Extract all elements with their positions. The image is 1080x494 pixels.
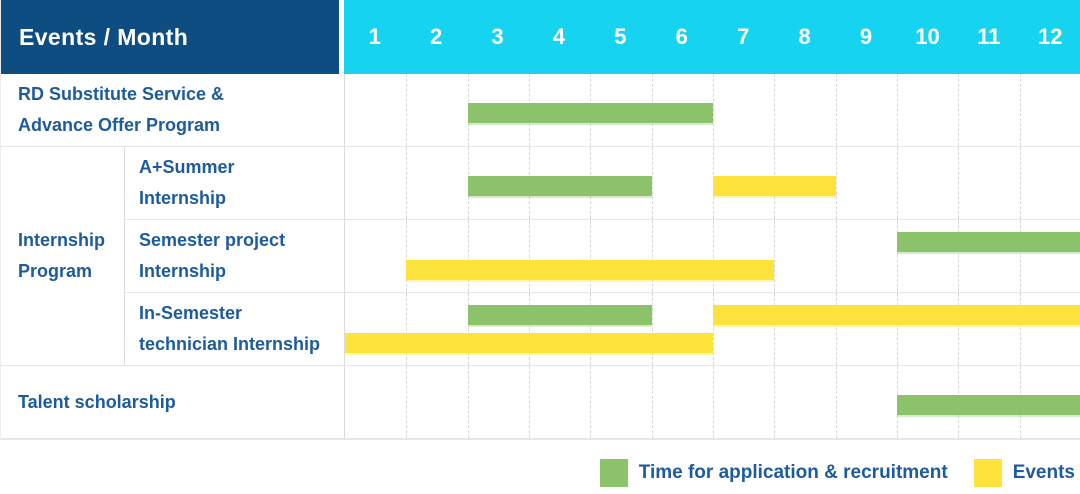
events-month-label: Events / Month: [19, 23, 189, 50]
group-label-line: Program: [18, 261, 93, 281]
month-gridline: [1019, 220, 1021, 292]
month-gridline: [774, 74, 776, 146]
month-label: 9: [859, 24, 873, 49]
month-gridline: [1019, 293, 1021, 365]
month-label: 3: [491, 24, 504, 49]
month-gridline: [958, 293, 960, 365]
month-gridline: [835, 74, 837, 146]
row-label-line: Talent scholarship: [18, 391, 176, 412]
month-gridline: [590, 366, 592, 438]
month-gridline: [406, 147, 408, 219]
month-label: 7: [737, 24, 750, 49]
gantt-chart: Events / Month 1 2 3 4 5 6 7 8 9 10 11 12 RD Substi…: [0, 0, 1080, 440]
month-gridline: [529, 220, 530, 292]
gantt-row-cell: [344, 293, 1080, 366]
month-label: 12: [1038, 24, 1063, 49]
legend: Time for application & recruitment Event…: [599, 459, 1075, 487]
legend-label-events: Events: [1012, 462, 1075, 483]
row-label-line: A+Summer: [139, 157, 235, 178]
months-header: 1 2 3 4 5 6 7 8 9 10 11 12: [344, 0, 1080, 74]
events-month-header: Events / Month: [1, 0, 344, 74]
month-gridline: [1019, 147, 1021, 219]
month-gridline: [713, 366, 714, 438]
application-recruitment-bar: [467, 103, 713, 123]
month-label: 5: [614, 24, 627, 49]
month-gridline: [467, 220, 469, 292]
gantt-row-cell: [344, 220, 1080, 293]
month-gridline: [958, 74, 960, 146]
month-label: 8: [798, 24, 811, 49]
month-gridline: [774, 220, 776, 292]
row-label-line: RD Substitute Service &: [18, 84, 225, 105]
month-label: 1: [368, 24, 381, 49]
month-gridline: [651, 366, 653, 438]
month-label: 2: [429, 24, 443, 49]
row-label-a-summer-internship: A+Summer Internship: [125, 147, 344, 220]
row-label-talent-scholarship: Talent scholarship: [1, 366, 344, 439]
month-gridline: [713, 74, 714, 146]
legend-swatch-green-icon: [599, 459, 628, 487]
month-label: 11: [977, 24, 1001, 49]
month-gridline: [1019, 74, 1021, 146]
month-gridline: [529, 293, 530, 365]
month-gridline: [897, 220, 898, 292]
month-gridline: [835, 220, 837, 292]
month-gridline: [590, 220, 592, 292]
month-gridline: [835, 293, 837, 365]
row-label-line: In-Semester: [139, 303, 243, 324]
month-gridline: [774, 293, 776, 365]
group-label-line: Internship: [18, 230, 106, 251]
row-label-line: Internship: [139, 188, 227, 208]
events-bar: [406, 260, 775, 280]
month-gridline: [958, 147, 960, 219]
month-gridline: [897, 293, 898, 365]
application-recruitment-bar: [467, 305, 652, 325]
legend-label-application-recruitment: Time for application & recruitment: [638, 462, 948, 483]
legend-item-application-recruitment: Time for application & recruitment: [599, 459, 948, 487]
month-gridline: [835, 366, 837, 438]
month-label: 4: [552, 24, 566, 49]
gantt-row-cell: [344, 74, 1080, 147]
row-label-line: Advance Offer Program: [18, 115, 221, 135]
application-recruitment-bar: [467, 176, 652, 196]
row-label-in-semester-technician-internship: In-Semester technician Internship: [125, 293, 344, 366]
row-label-line: technician Internship: [139, 334, 321, 354]
month-gridline: [958, 220, 960, 292]
month-gridline: [406, 366, 408, 438]
month-gridline: [467, 366, 469, 438]
month-gridline: [713, 220, 714, 292]
month-gridline: [651, 147, 653, 219]
month-gridline: [897, 74, 898, 146]
application-recruitment-bar: [897, 232, 1080, 252]
month-label: 10: [915, 24, 940, 49]
month-gridline: [590, 293, 592, 365]
gantt-row-cell: [344, 147, 1080, 220]
month-gridline: [897, 147, 898, 219]
month-gridline: [406, 293, 408, 365]
month-gridline: [406, 74, 408, 146]
application-recruitment-bar: [897, 395, 1080, 415]
month-label: 6: [675, 24, 688, 49]
month-gridline: [713, 293, 714, 365]
month-gridline: [406, 220, 408, 292]
month-gridline: [529, 366, 530, 438]
events-bar: [713, 176, 836, 196]
row-label-line: Semester project: [139, 230, 286, 251]
group-label-internship-program: Internship Program: [1, 147, 125, 366]
legend-item-events: Events: [973, 459, 1075, 487]
month-gridline: [651, 220, 653, 292]
month-gridline: [467, 293, 469, 365]
gantt-row-cell: [344, 366, 1080, 439]
row-label-rd-substitute: RD Substitute Service & Advance Offer Pr…: [1, 74, 344, 147]
month-gridline: [835, 147, 837, 219]
legend-swatch-yellow-icon: [973, 459, 1002, 487]
row-label-line: Internship: [139, 261, 227, 281]
month-gridline: [774, 366, 776, 438]
events-bar: [713, 305, 1080, 325]
events-bar: [345, 333, 713, 353]
row-label-semester-project-internship: Semester project Internship: [125, 220, 344, 293]
month-gridline: [651, 293, 653, 365]
